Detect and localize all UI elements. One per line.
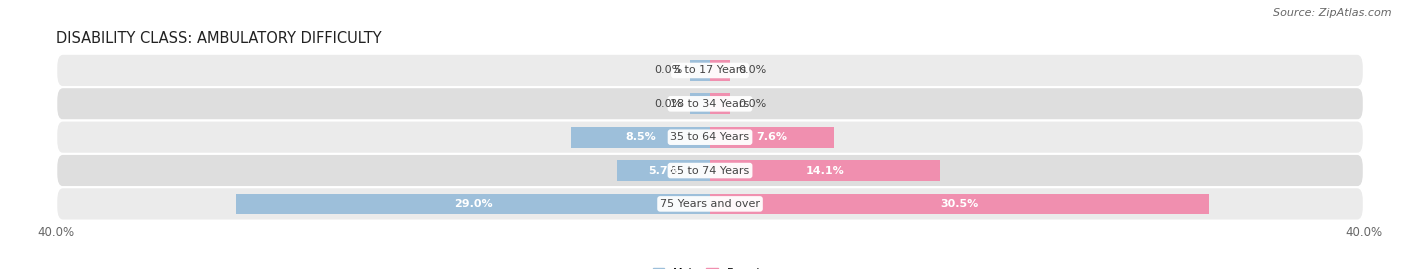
- Text: 5 to 17 Years: 5 to 17 Years: [673, 65, 747, 76]
- Text: 29.0%: 29.0%: [454, 199, 492, 209]
- Text: 0.0%: 0.0%: [738, 65, 766, 76]
- Text: 14.1%: 14.1%: [806, 165, 845, 176]
- Text: 8.5%: 8.5%: [626, 132, 657, 142]
- Bar: [617, 160, 710, 181]
- Legend: Male, Female: Male, Female: [654, 268, 766, 269]
- Text: Source: ZipAtlas.com: Source: ZipAtlas.com: [1274, 8, 1392, 18]
- Bar: [710, 127, 834, 147]
- Bar: [710, 160, 941, 181]
- FancyBboxPatch shape: [56, 187, 1364, 221]
- Text: 18 to 34 Years: 18 to 34 Years: [671, 99, 749, 109]
- Text: 0.0%: 0.0%: [654, 65, 682, 76]
- Text: 5.7%: 5.7%: [648, 165, 679, 176]
- FancyBboxPatch shape: [56, 154, 1364, 187]
- Text: 75 Years and over: 75 Years and over: [659, 199, 761, 209]
- Text: 30.5%: 30.5%: [941, 199, 979, 209]
- Text: 0.0%: 0.0%: [654, 99, 682, 109]
- Text: 7.6%: 7.6%: [756, 132, 787, 142]
- Bar: [690, 94, 710, 114]
- Bar: [710, 94, 730, 114]
- Bar: [236, 194, 710, 214]
- Bar: [710, 60, 730, 81]
- Text: 0.0%: 0.0%: [738, 99, 766, 109]
- Bar: [571, 127, 710, 147]
- Text: DISABILITY CLASS: AMBULATORY DIFFICULTY: DISABILITY CLASS: AMBULATORY DIFFICULTY: [56, 31, 382, 46]
- Bar: [690, 60, 710, 81]
- Text: 65 to 74 Years: 65 to 74 Years: [671, 165, 749, 176]
- Text: 35 to 64 Years: 35 to 64 Years: [671, 132, 749, 142]
- Bar: [710, 194, 1209, 214]
- FancyBboxPatch shape: [56, 87, 1364, 121]
- FancyBboxPatch shape: [56, 121, 1364, 154]
- FancyBboxPatch shape: [56, 54, 1364, 87]
